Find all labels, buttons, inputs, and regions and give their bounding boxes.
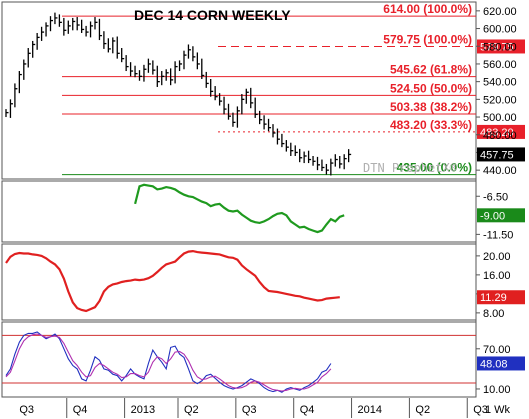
price-tick-9: 440.00 (483, 165, 517, 177)
price-tick-5: 520.00 (483, 94, 517, 106)
last-price-tag-bg (477, 147, 525, 162)
stoch-last-tag-bg (477, 356, 525, 371)
stochastic-panel: 70.00 10.00 48.08 (2, 331, 525, 396)
red-last-tag-bg (477, 290, 525, 305)
time-label-6: 2014 (358, 404, 382, 416)
level-label-5: 483.20 (33.3%) (390, 118, 472, 132)
time-label-7: Q2 (415, 404, 430, 416)
level-tag-5: 483.20 (480, 127, 514, 139)
green-tick-1: -11.50 (483, 229, 513, 241)
level-label-3: 524.50 (50.0%) (390, 81, 472, 95)
level-label-6: 435.00 (0.0%) (397, 161, 472, 175)
red-tick-0: 20.00 (483, 251, 511, 263)
stoch-last-tag: 48.08 (480, 358, 508, 370)
red-series-0 (5, 249, 340, 313)
level-label-bg-2 (374, 63, 472, 76)
red-panel-frame (1, 243, 477, 321)
price-tick-4: 540.00 (483, 77, 517, 89)
time-label-2: 2013 (131, 404, 155, 416)
price-tick-6: 500.00 (483, 112, 517, 124)
time-label-8: Q3 (473, 404, 488, 416)
red-tick-1: 16.00 (483, 270, 511, 282)
green-series-0 (134, 183, 345, 234)
time-axis: Q3 Q4 2013 Q2 Q3 Q4 2014 Q2 Q31 Wk (19, 398, 511, 418)
time-label-5: Q4 (300, 404, 315, 416)
level-label-bg-0 (367, 3, 472, 16)
price-tick-1: 600.00 (483, 24, 517, 36)
time-label-1: Q4 (73, 404, 88, 416)
price-axis: 620.00 600.00 580.00 560.00 540.00 520.00 500.… (476, 6, 525, 177)
time-label-3: Q2 (184, 404, 199, 416)
level-label-bg-3 (374, 82, 472, 95)
price-bars (5, 12, 352, 176)
watermark: DTN ProphetX® (363, 161, 458, 175)
price-tick-2: 580.00 (483, 41, 517, 53)
green-last-tag: -9.00 (480, 210, 505, 222)
price-levels (62, 15, 476, 176)
time-label-0: Q3 (19, 404, 34, 416)
stoch-tick-1: 10.00 (483, 384, 511, 396)
chart-title: DEC 14 CORN WEEKLY (134, 7, 291, 23)
level-tag-bg-1 (477, 39, 525, 54)
level-tag-bg-5 (477, 124, 525, 139)
level-tag-1: 579.75 (480, 41, 514, 53)
stoch-series-1 (5, 333, 332, 392)
price-tick-7: 480.00 (483, 130, 517, 142)
level-label-4: 503.38 (38.2%) (390, 100, 472, 114)
red-tick-3: 8.00 (483, 308, 504, 320)
level-label-bg-1 (367, 33, 472, 46)
stoch-panel-frame (1, 321, 477, 398)
level-label-bg-5 (374, 118, 472, 131)
green-last-tag-bg (477, 208, 525, 223)
stoch-tick-0: 70.00 (483, 344, 511, 356)
period-label: 1 Wk (485, 404, 511, 416)
level-label-2: 545.62 (61.8%) (390, 63, 472, 77)
price-tick-0: 620.00 (483, 6, 517, 18)
last-price-tag: 457.75 (480, 149, 514, 161)
level-label-1: 579.75 (100.0%) (383, 32, 472, 46)
level-label-bg-4 (374, 101, 472, 114)
red-last-tag: 11.29 (480, 292, 507, 304)
green-tick-0: -6.50 (483, 191, 508, 203)
level-label-0: 614.00 (100.0%) (383, 2, 472, 16)
time-label-4: Q3 (242, 404, 257, 416)
price-tick-3: 560.00 (483, 59, 517, 71)
level-label-bg-6 (381, 161, 472, 174)
price-level-labels: 614.00 (100.0%) 579.75 (100.0%) 579.75 545.… (367, 2, 525, 175)
green-indicator-panel: -6.50 -11.50 -9.00 (134, 183, 525, 241)
